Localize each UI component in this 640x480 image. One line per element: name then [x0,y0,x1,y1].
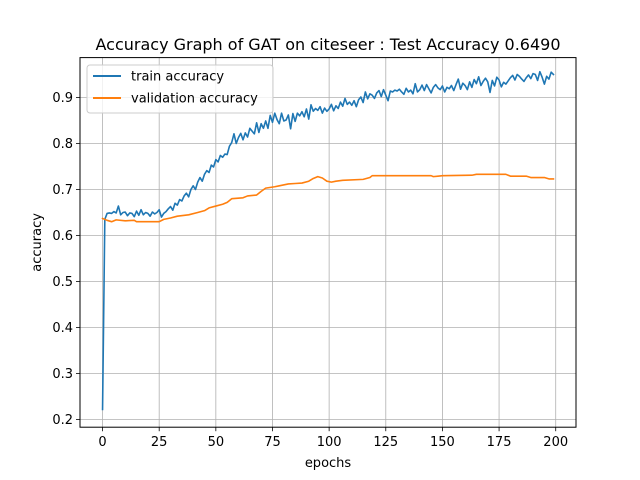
x-tick-label: 50 [208,435,225,450]
y-tick-label: 0.3 [52,367,73,382]
x-tick-label: 100 [317,435,342,450]
grid-lines [80,57,576,428]
legend-box [86,64,274,114]
x-tick-label: 75 [264,435,281,450]
legend-label-validation-accuracy: validation accuracy [131,92,258,107]
legend: train accuracy validation accuracy [86,64,274,114]
chart-title: Accuracy Graph of GAT on citeseer : Test… [95,35,560,54]
y-tick-label: 0.4 [52,321,73,336]
legend-label-train-accuracy: train accuracy [131,70,224,85]
x-tick-label: 125 [373,435,398,450]
x-tick-label: 25 [151,435,168,450]
x-tick-label: 0 [98,435,106,450]
x-tick-label: 175 [487,435,512,450]
y-tick-label: 0.2 [52,413,73,428]
x-tick-label: 200 [543,435,568,450]
series-line-validation-accuracy [101,173,555,223]
series-layer [101,70,555,411]
y-tick-label: 0.6 [52,229,73,244]
y-tick-label: 0.8 [52,137,73,152]
y-tick-label: 0.9 [52,91,73,106]
x-axis-label: epochs [305,456,352,471]
y-tick-label: 0.5 [52,275,73,290]
y-axis-label: accuracy [30,213,45,272]
x-tick-label: 150 [430,435,455,450]
plot-frame [79,57,577,428]
series-line-train-accuracy [101,70,555,411]
y-tick-label: 0.7 [52,183,73,198]
axis-ticks: 0 25 50 75 100 125 150 175 200 0.2 0.3 0.4 0.5 0.6 0.7… [52,91,568,450]
